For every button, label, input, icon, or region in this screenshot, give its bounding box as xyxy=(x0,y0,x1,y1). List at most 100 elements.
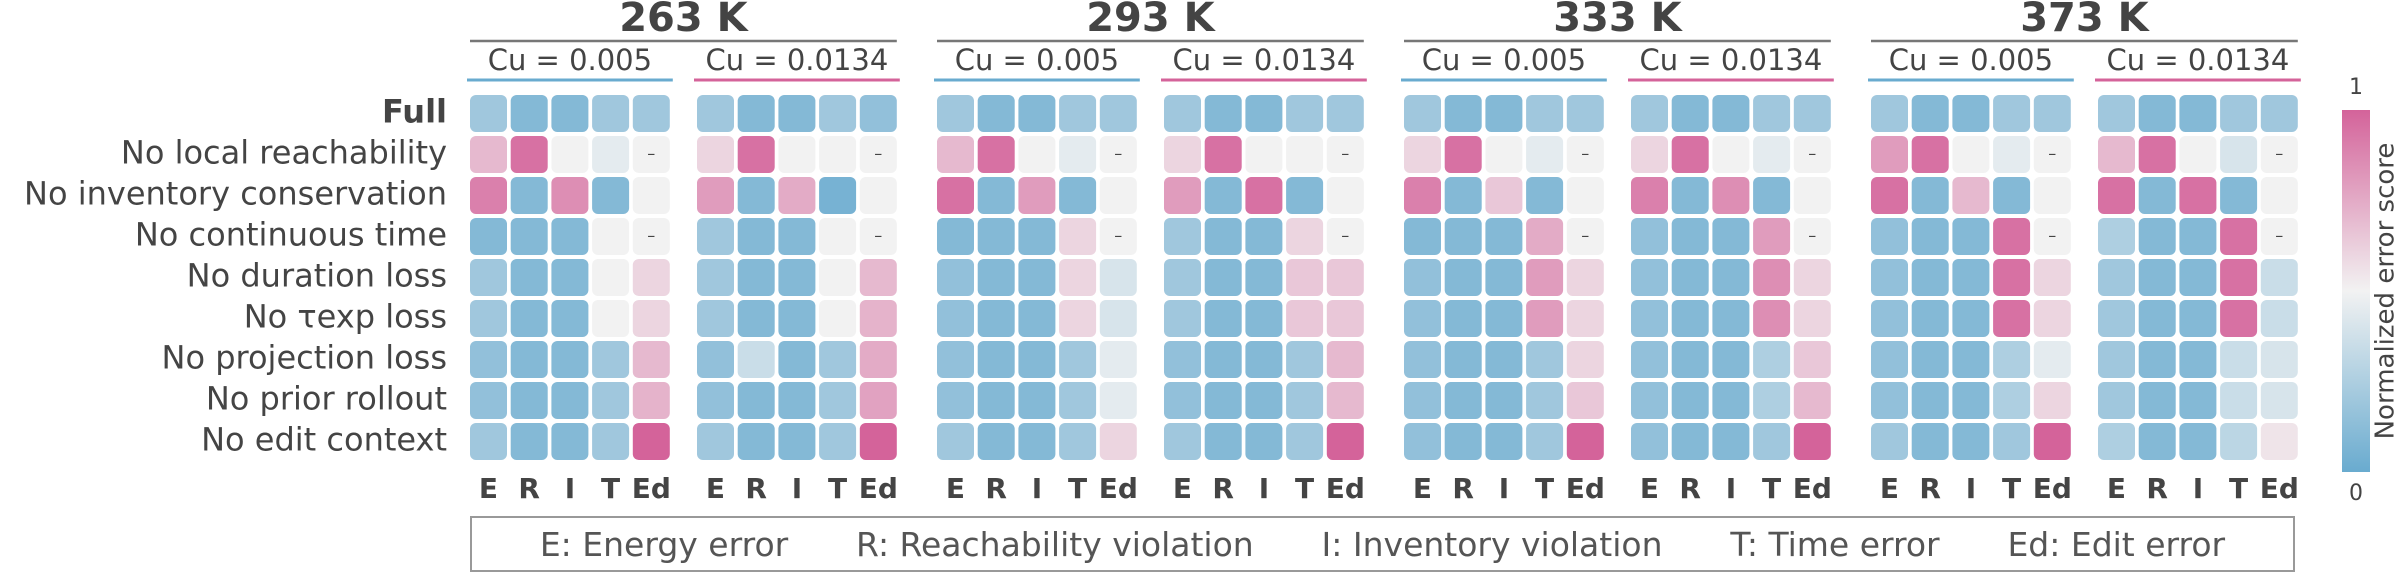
heatmap-cell xyxy=(1952,259,1990,296)
heatmap-cell xyxy=(2179,300,2217,337)
heatmap-cell xyxy=(937,341,974,378)
heatmap-cell xyxy=(470,218,507,255)
column-label: R xyxy=(985,472,1007,505)
heatmap-cell xyxy=(551,177,589,214)
heatmap-cell xyxy=(1911,177,1949,214)
heatmap-cell xyxy=(1164,382,1201,419)
heatmap-cell xyxy=(1286,218,1324,255)
heatmap-cell xyxy=(1245,177,1283,214)
heatmap-cell xyxy=(551,136,589,173)
heatmap-cell xyxy=(1993,177,2031,214)
column-label: I xyxy=(1726,472,1736,505)
column-label: T xyxy=(1762,472,1781,505)
heatmap-cell xyxy=(1952,136,1990,173)
heatmap-cell xyxy=(1871,382,1908,419)
heatmap-cell xyxy=(1671,300,1709,337)
heatmap-cell xyxy=(1245,136,1283,173)
subpanel-label: Cu = 0.0134 xyxy=(705,43,888,77)
heatmap-cell xyxy=(2033,300,2071,337)
heatmap-cell xyxy=(2220,300,2258,337)
column-label: I xyxy=(2193,472,2203,505)
row-label: No local reachability xyxy=(121,134,447,172)
heatmap-cell xyxy=(697,136,734,173)
heatmap-cell xyxy=(1245,423,1283,460)
heatmap-cell xyxy=(1059,300,1097,337)
heatmap-cell xyxy=(819,136,857,173)
heatmap-cell xyxy=(1753,259,1791,296)
heatmap-cell xyxy=(1793,382,1831,419)
column-label: I xyxy=(792,472,802,505)
subpanel-label: Cu = 0.005 xyxy=(955,43,1119,77)
heatmap-cell xyxy=(737,300,775,337)
missing-mark: – xyxy=(1581,144,1589,163)
heatmap-cell xyxy=(2138,95,2176,132)
heatmap-cell xyxy=(1526,300,1564,337)
heatmap-cell xyxy=(2098,382,2135,419)
heatmap-cell xyxy=(1871,136,1908,173)
subpanel-label: Cu = 0.0134 xyxy=(1639,43,1822,77)
heatmap-cell xyxy=(470,136,507,173)
heatmap-cell xyxy=(470,95,507,132)
heatmap-cell xyxy=(2033,218,2071,255)
heatmap-cell xyxy=(1164,300,1201,337)
heatmap-cell xyxy=(1485,95,1523,132)
heatmap-cell xyxy=(1566,218,1604,255)
colorbar-tick-label: 1 xyxy=(2349,75,2363,100)
heatmap-cell xyxy=(1286,136,1324,173)
heatmap-cell xyxy=(1952,423,1990,460)
heatmap-cell xyxy=(1993,259,2031,296)
heatmap-cell xyxy=(819,177,857,214)
missing-mark: – xyxy=(2275,226,2283,245)
heatmap-cell xyxy=(2098,218,2135,255)
heatmap-cell xyxy=(1099,177,1137,214)
heatmap-cell xyxy=(1018,259,1056,296)
heatmap-cell xyxy=(977,300,1015,337)
heatmap-cell xyxy=(1753,382,1791,419)
heatmap-cell xyxy=(1631,218,1668,255)
heatmap-cell xyxy=(1952,218,1990,255)
heatmap-cell xyxy=(1753,218,1791,255)
heatmap-cell xyxy=(1631,177,1668,214)
heatmap-cell xyxy=(2179,95,2217,132)
heatmap-cell xyxy=(1871,259,1908,296)
heatmap-cell xyxy=(1753,423,1791,460)
heatmap-cell xyxy=(737,423,775,460)
heatmap-cell xyxy=(778,259,816,296)
heatmap-cell xyxy=(1099,423,1137,460)
column-label: Ed xyxy=(2260,472,2299,505)
heatmap-cell xyxy=(1526,259,1564,296)
heatmap-cell xyxy=(2220,382,2258,419)
heatmap-cell xyxy=(1566,136,1604,173)
heatmap-cell xyxy=(1671,341,1709,378)
heatmap-cell xyxy=(1566,177,1604,214)
heatmap-cell xyxy=(510,218,548,255)
heatmap-cell xyxy=(2260,136,2298,173)
heatmap-cell xyxy=(1204,95,1242,132)
heatmap-cell xyxy=(1712,259,1750,296)
heatmap-cell xyxy=(1793,300,1831,337)
heatmap-cell xyxy=(778,300,816,337)
heatmap-cell xyxy=(2098,95,2135,132)
heatmap-cell xyxy=(1631,423,1668,460)
heatmap-cell xyxy=(1286,382,1324,419)
heatmap-cell xyxy=(819,382,857,419)
column-label: E xyxy=(1413,472,1432,505)
heatmap-cell xyxy=(551,382,589,419)
heatmap-cell xyxy=(1444,95,1482,132)
heatmap-cell xyxy=(1871,423,1908,460)
row-label: No duration loss xyxy=(187,257,447,295)
heatmap-cell xyxy=(1712,95,1750,132)
heatmap-cell xyxy=(510,423,548,460)
heatmap-cell xyxy=(1993,341,2031,378)
heatmap-cell xyxy=(778,177,816,214)
column-label: I xyxy=(1259,472,1269,505)
heatmap-cell xyxy=(1911,341,1949,378)
heatmap-cell xyxy=(1911,382,1949,419)
heatmap-cell xyxy=(1526,177,1564,214)
heatmap-cell xyxy=(1059,382,1097,419)
heatmap-cell xyxy=(859,218,897,255)
heatmap-cell xyxy=(1485,423,1523,460)
heatmap-cell xyxy=(2220,218,2258,255)
heatmap-cell xyxy=(1911,259,1949,296)
heatmap-cell xyxy=(697,300,734,337)
